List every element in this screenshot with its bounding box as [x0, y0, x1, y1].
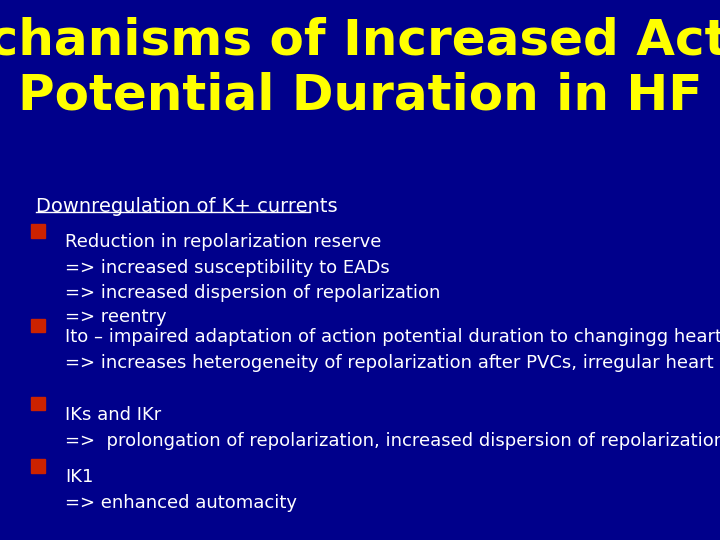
Text: =>  prolongation of repolarization, increased dispersion of repolarization: => prolongation of repolarization, incre… [65, 432, 720, 450]
Text: IKs and IKr: IKs and IKr [65, 406, 161, 424]
Bar [31, 459, 45, 472]
Bar [31, 397, 45, 410]
Text: Reduction in repolarization reserve: Reduction in repolarization reserve [65, 233, 381, 251]
Text: => increased susceptibility to EADs
=> increased dispersion of repolarization
=>: => increased susceptibility to EADs => i… [65, 259, 440, 326]
Text: Mechanisms of Increased Action
Potential Duration in HF: Mechanisms of Increased Action Potential… [0, 16, 720, 120]
Bar [31, 224, 45, 238]
Text: => enhanced automacity: => enhanced automacity [65, 494, 297, 512]
Text: Downregulation of K+ currents: Downregulation of K+ currents [36, 197, 338, 216]
Text: => increases heterogeneity of repolarization after PVCs, irregular heart rate: => increases heterogeneity of repolariza… [65, 354, 720, 372]
Text: IK1: IK1 [65, 468, 93, 486]
Text: Ito – impaired adaptation of action potential duration to changingg heart rate: Ito – impaired adaptation of action pote… [65, 328, 720, 346]
Bar [31, 319, 45, 332]
